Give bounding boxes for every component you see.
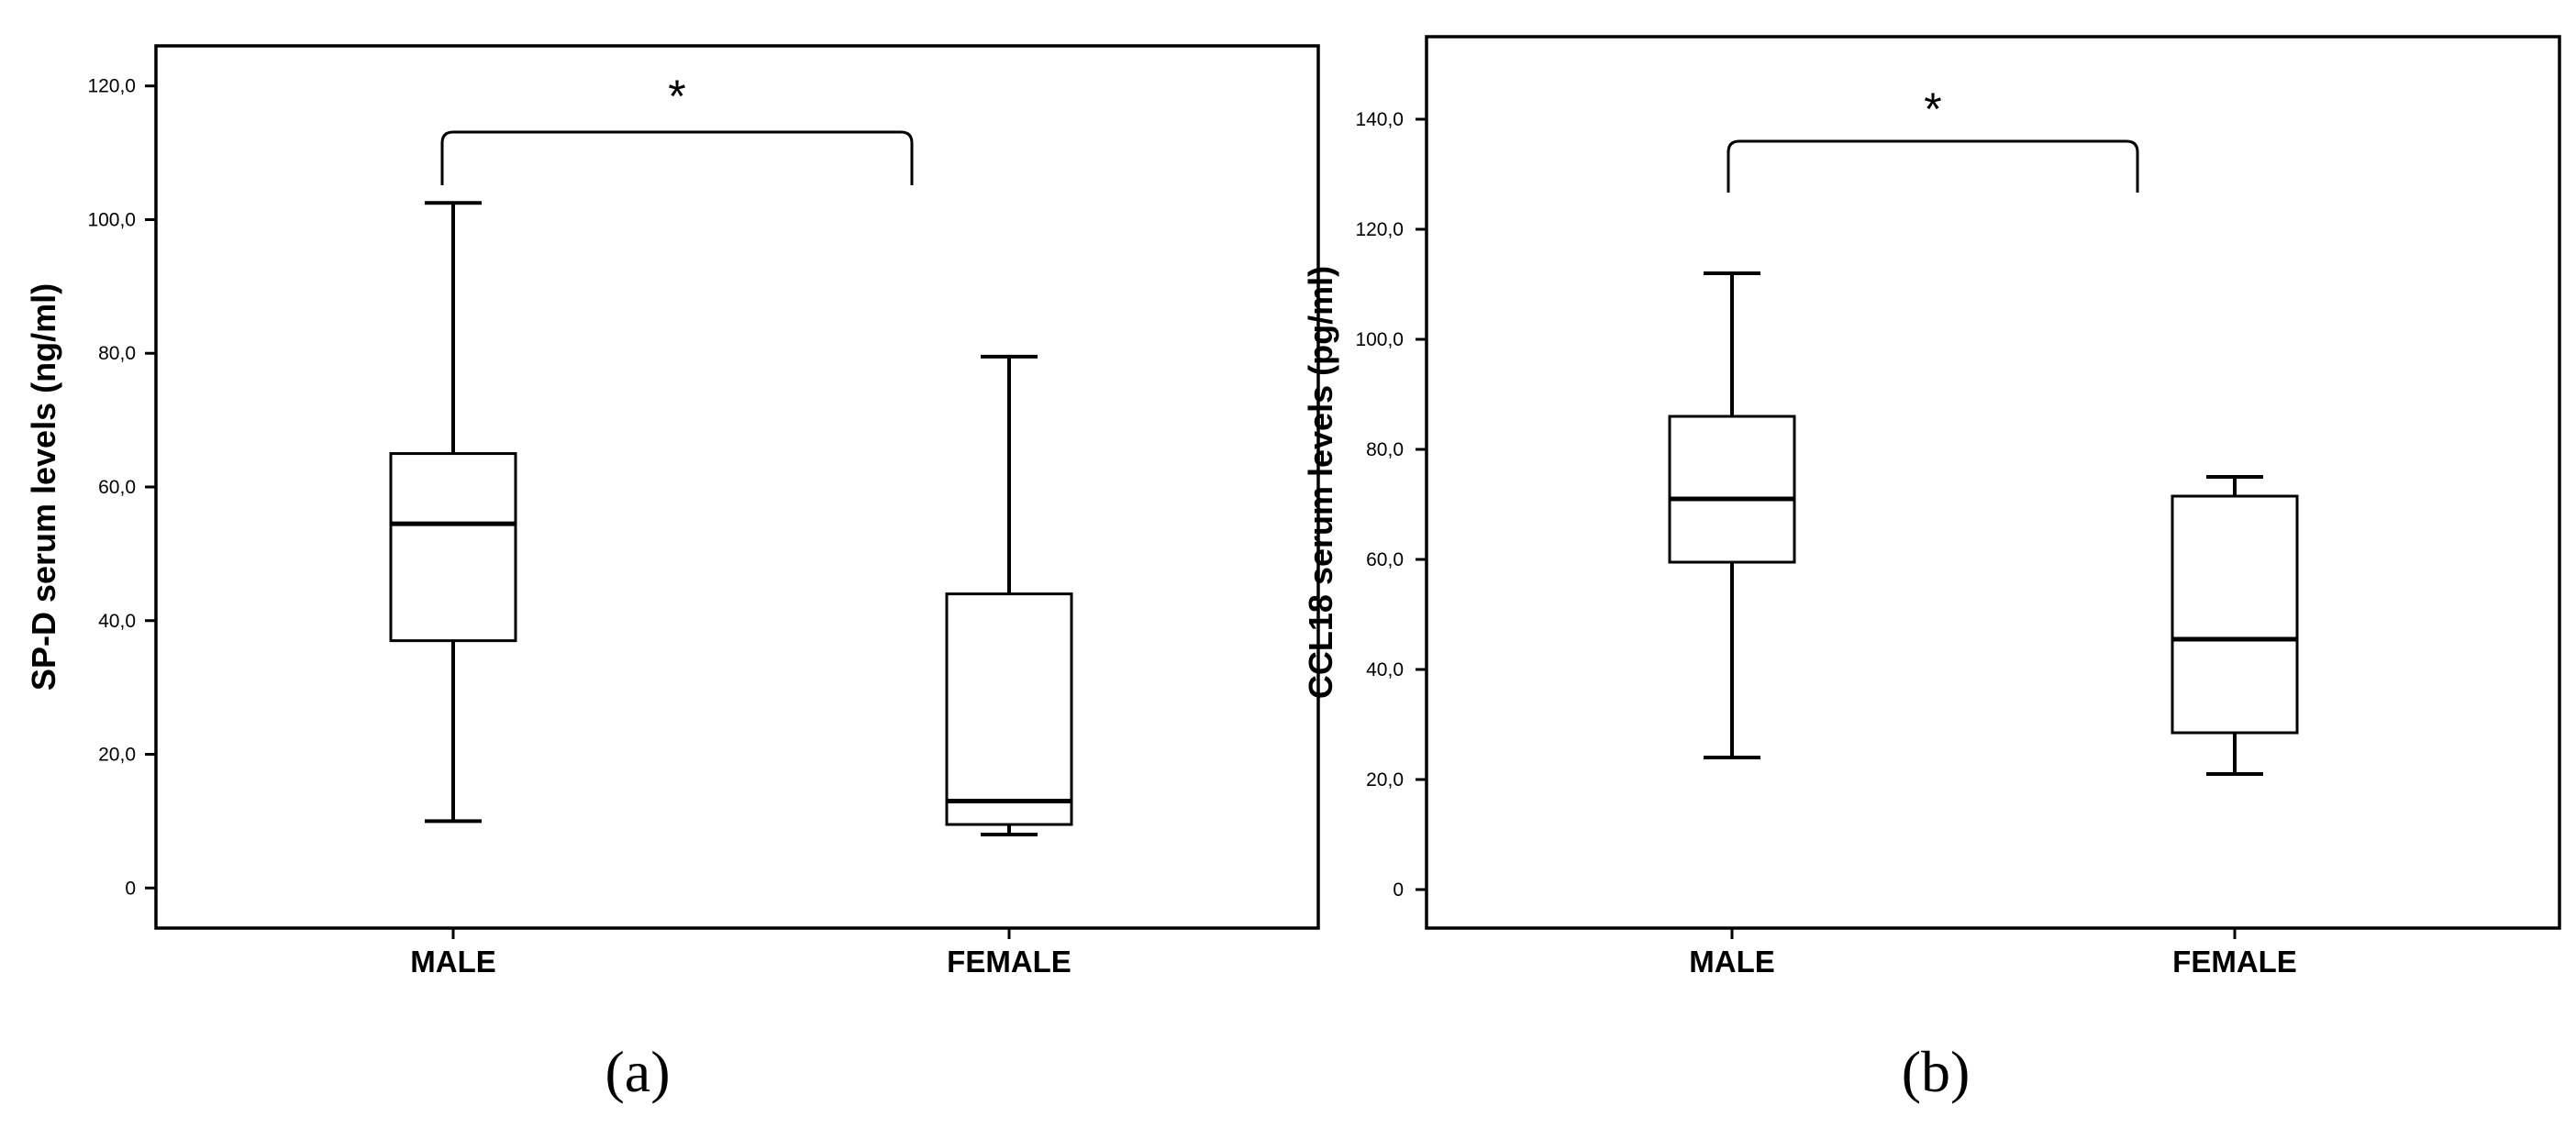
y-tick-label: 40,0 (1366, 659, 1404, 680)
iqr-box (389, 452, 517, 643)
y-tick-label: 40,0 (98, 611, 136, 632)
y-tick-label: 60,0 (1366, 549, 1404, 570)
panel-label: (b) (1902, 1039, 1971, 1104)
y-tick-label: 120,0 (1355, 219, 1404, 240)
x-category-label: MALE (410, 945, 496, 979)
significance-marker: * (1924, 83, 1941, 135)
significance-bracket (1727, 139, 2139, 193)
y-tick-label: 0 (1393, 879, 1404, 901)
panel-a: 0 20,0 40,0 60,0 80,0 100,0 120,0 MALE FEMALE * SP… (25, 44, 1320, 1104)
y-tick-label: 120,0 (87, 76, 136, 97)
panel-label: (a) (605, 1039, 670, 1104)
y-tick-label: 60,0 (98, 477, 136, 498)
y-tick-label: 100,0 (1355, 329, 1404, 350)
y-tick-label: 80,0 (98, 343, 136, 364)
y-axis-title: SP-D serum levels (ng/ml) (25, 283, 62, 691)
significance-marker: * (668, 71, 685, 122)
y-axis-title: CCL18 serum levels (pg/ml) (1302, 266, 1339, 699)
x-category-label: FEMALE (2172, 945, 2297, 979)
y-tick-label: 0 (125, 878, 136, 899)
y-tick-label: 20,0 (98, 745, 136, 766)
iqr-box (945, 592, 1073, 826)
significance-bracket (440, 130, 914, 185)
plot-frame (1425, 35, 2561, 930)
y-tick-label: 100,0 (87, 209, 136, 230)
plot-frame (154, 44, 1320, 930)
y-tick-label: 140,0 (1355, 109, 1404, 130)
iqr-box (2171, 494, 2299, 735)
y-tick-label: 80,0 (1366, 439, 1404, 460)
x-category-label: MALE (1689, 945, 1775, 979)
panel-b: 0 20,0 40,0 60,0 80,0 100,0 120,0 140,0 MALE FEMA… (1302, 35, 2561, 1104)
x-category-label: FEMALE (947, 945, 1071, 979)
y-tick-label: 20,0 (1366, 769, 1404, 791)
iqr-box (1668, 415, 1796, 564)
